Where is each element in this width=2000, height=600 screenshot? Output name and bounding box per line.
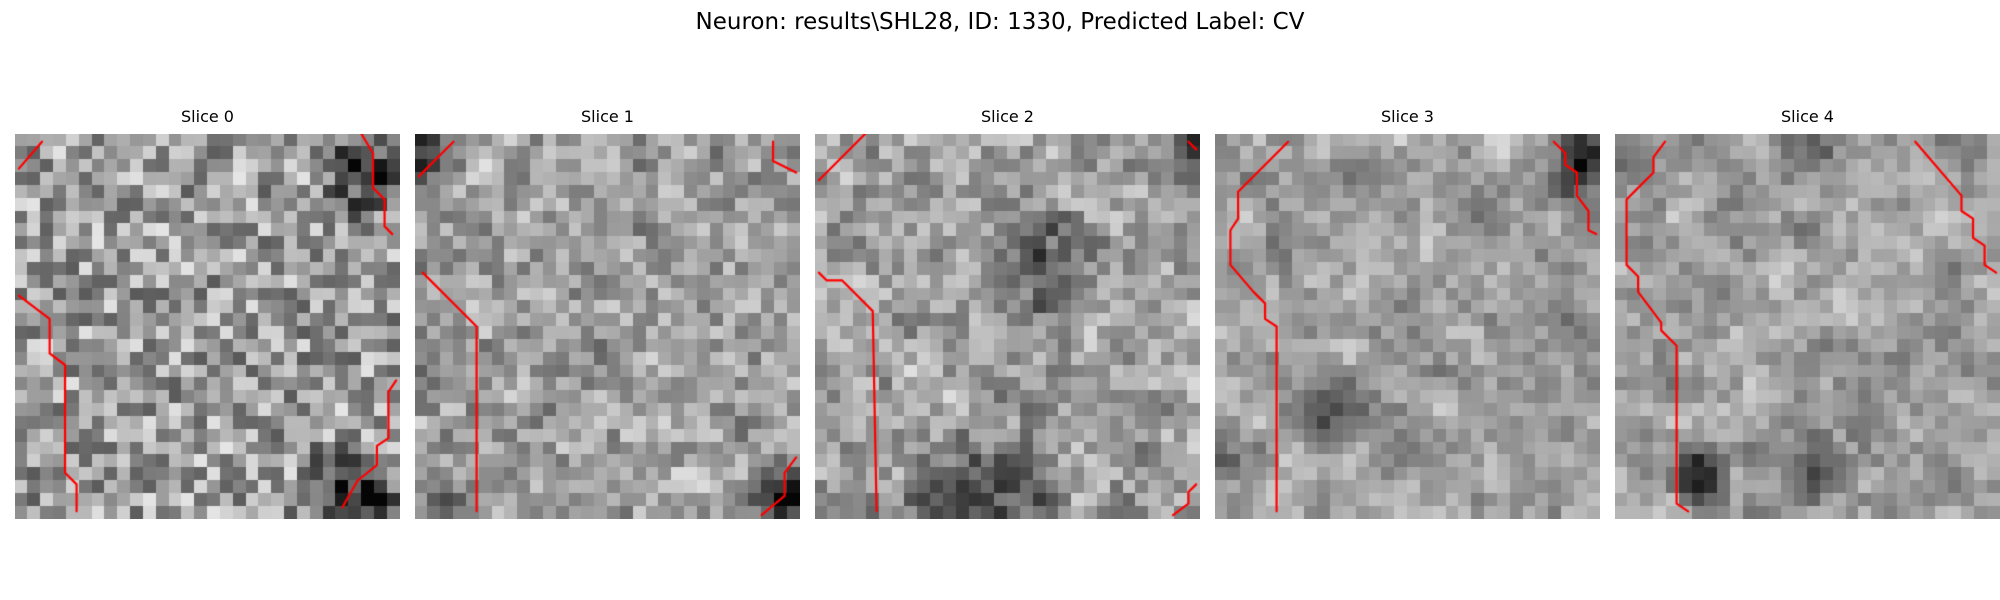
figure-title: Neuron: results\SHL28, ID: 1330, Predict… [695, 9, 1305, 35]
slice-title: Slice 4 [1781, 107, 1834, 126]
slice-panel-1: Slice 1 [415, 105, 800, 525]
slice-panel-4: Slice 4 [1615, 105, 2000, 525]
slice-title: Slice 3 [1381, 107, 1434, 126]
slice-title: Slice 1 [581, 107, 634, 126]
slice-image [1215, 134, 1600, 519]
slice-title: Slice 2 [981, 107, 1034, 126]
slice-panel-0: Slice 0 [15, 105, 400, 525]
slice-image [15, 134, 400, 519]
slice-title: Slice 0 [181, 107, 234, 126]
slice-image [815, 134, 1200, 519]
slice-panel-2: Slice 2 [815, 105, 1200, 525]
slice-image [415, 134, 800, 519]
slice-panel-3: Slice 3 [1215, 105, 1600, 525]
slice-image [1615, 134, 2000, 519]
